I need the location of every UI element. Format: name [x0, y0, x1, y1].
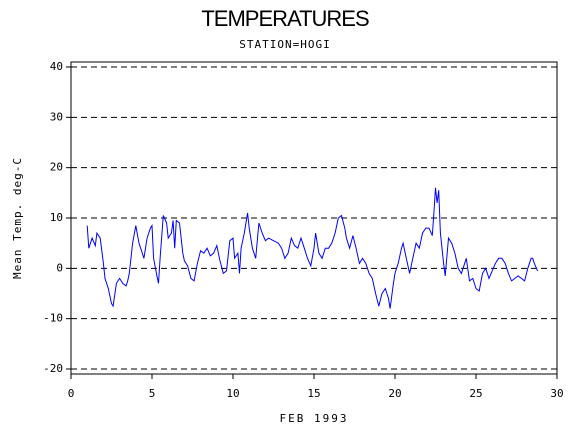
x-tick-label: 25 [469, 387, 482, 400]
x-tick-label: 5 [149, 387, 156, 400]
x-tick-label: 10 [226, 387, 239, 400]
y-axis-label: Mean Temp. deg-C [11, 157, 24, 279]
y-tick-label: -10 [43, 312, 63, 325]
y-tick-label: 40 [50, 60, 63, 73]
y-tick-label: -20 [43, 362, 63, 375]
chart-subtitle: STATION=HOGI [239, 38, 330, 51]
chart-title: TEMPERATURES [201, 6, 369, 31]
y-tick-label: 10 [50, 211, 63, 224]
x-axis-label: FEB 1993 [280, 412, 349, 425]
x-tick-label: 30 [550, 387, 563, 400]
data-line [86, 187, 539, 309]
y-tick-label: 20 [50, 161, 63, 174]
y-tick-label: 0 [56, 261, 63, 274]
x-tick-label: 15 [307, 387, 320, 400]
y-tick-label: 30 [50, 110, 63, 123]
x-tick-label: 0 [68, 387, 75, 400]
x-tick-label: 20 [388, 387, 401, 400]
